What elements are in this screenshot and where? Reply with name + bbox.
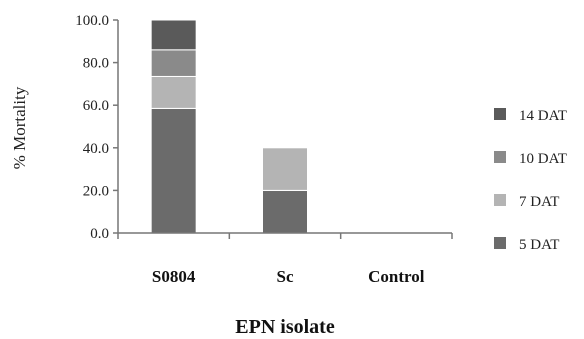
bar-s0804-10-dat xyxy=(150,49,197,77)
legend-label-7-dat: 7 DAT xyxy=(519,194,559,210)
y-tick-label: 80.0 xyxy=(83,56,109,72)
legend-label-10-dat: 10 DAT xyxy=(519,151,567,167)
y-axis-title: % Mortality xyxy=(10,86,29,169)
x-category-label: Sc xyxy=(277,267,294,286)
bar-s0804-7-dat xyxy=(150,75,197,109)
x-category-label: Control xyxy=(368,267,425,286)
y-tick-label: 40.0 xyxy=(83,141,109,157)
legend-swatch-10-dat xyxy=(494,151,506,163)
plot-area xyxy=(150,19,308,234)
bar-sc-7-dat xyxy=(262,147,308,191)
bar-s0804-5-dat xyxy=(150,107,197,234)
y-tick-label: 100.0 xyxy=(75,13,109,29)
legend-label-5-dat: 5 DAT xyxy=(519,237,559,253)
legend-swatch-5-dat xyxy=(494,237,506,249)
x-axis-title: EPN isolate xyxy=(235,316,335,338)
legend-swatch-14-dat xyxy=(494,108,506,120)
legend: 14 DAT 10 DAT 7 DAT 5 DAT xyxy=(494,108,567,253)
x-category-label: S0804 xyxy=(152,267,196,286)
x-axis: S0804 Sc Control xyxy=(117,232,453,286)
y-tick-label: 60.0 xyxy=(83,98,109,114)
bar-s0804-14-dat xyxy=(150,19,197,51)
y-tick-label: 20.0 xyxy=(83,183,109,199)
legend-swatch-7-dat xyxy=(494,194,506,206)
y-tick-label: 0.0 xyxy=(90,226,109,242)
y-axis: 0.0 20.0 40.0 60.0 80.0 100.0 xyxy=(75,13,119,242)
legend-label-14-dat: 14 DAT xyxy=(519,108,567,124)
bar-sc-5-dat xyxy=(262,189,308,234)
